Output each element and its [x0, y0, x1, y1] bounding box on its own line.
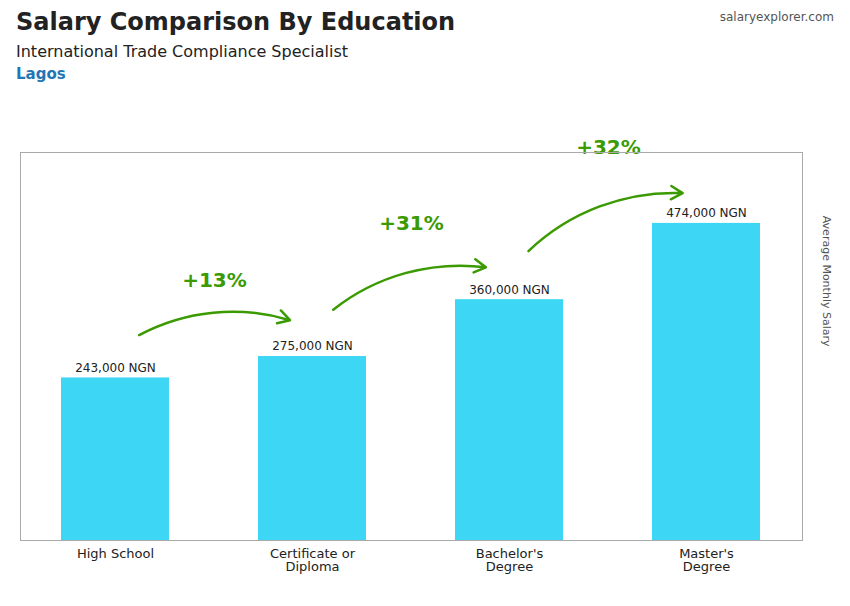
svg-text:Master'sDegree: Master'sDegree	[679, 546, 734, 574]
svg-text:Certificate orDiploma: Certificate orDiploma	[270, 546, 356, 574]
svg-text:Average Monthly Salary: Average Monthly Salary	[820, 216, 833, 347]
svg-text:+32%: +32%	[576, 135, 641, 159]
svg-text:+31%: +31%	[379, 211, 444, 235]
svg-text:High School: High School	[77, 546, 154, 561]
html-text:salaryexplorer.com: salaryexplorer.com	[719, 10, 834, 24]
svg-text:474,000 NGN: 474,000 NGN	[666, 206, 747, 220]
html-text:Lagos: Lagos	[16, 65, 66, 83]
svg-text:+13%: +13%	[182, 268, 247, 292]
html-text:International Trade Compliance: International Trade Compliance Specialis…	[16, 42, 349, 61]
svg-text:275,000 NGN: 275,000 NGN	[272, 339, 353, 353]
svg-text:243,000 NGN: 243,000 NGN	[75, 361, 156, 375]
svg-text:360,000 NGN: 360,000 NGN	[469, 283, 550, 297]
html-text:Salary Comparison By Education: Salary Comparison By Education	[16, 8, 456, 36]
svg-text:Bachelor'sDegree: Bachelor'sDegree	[476, 546, 544, 574]
